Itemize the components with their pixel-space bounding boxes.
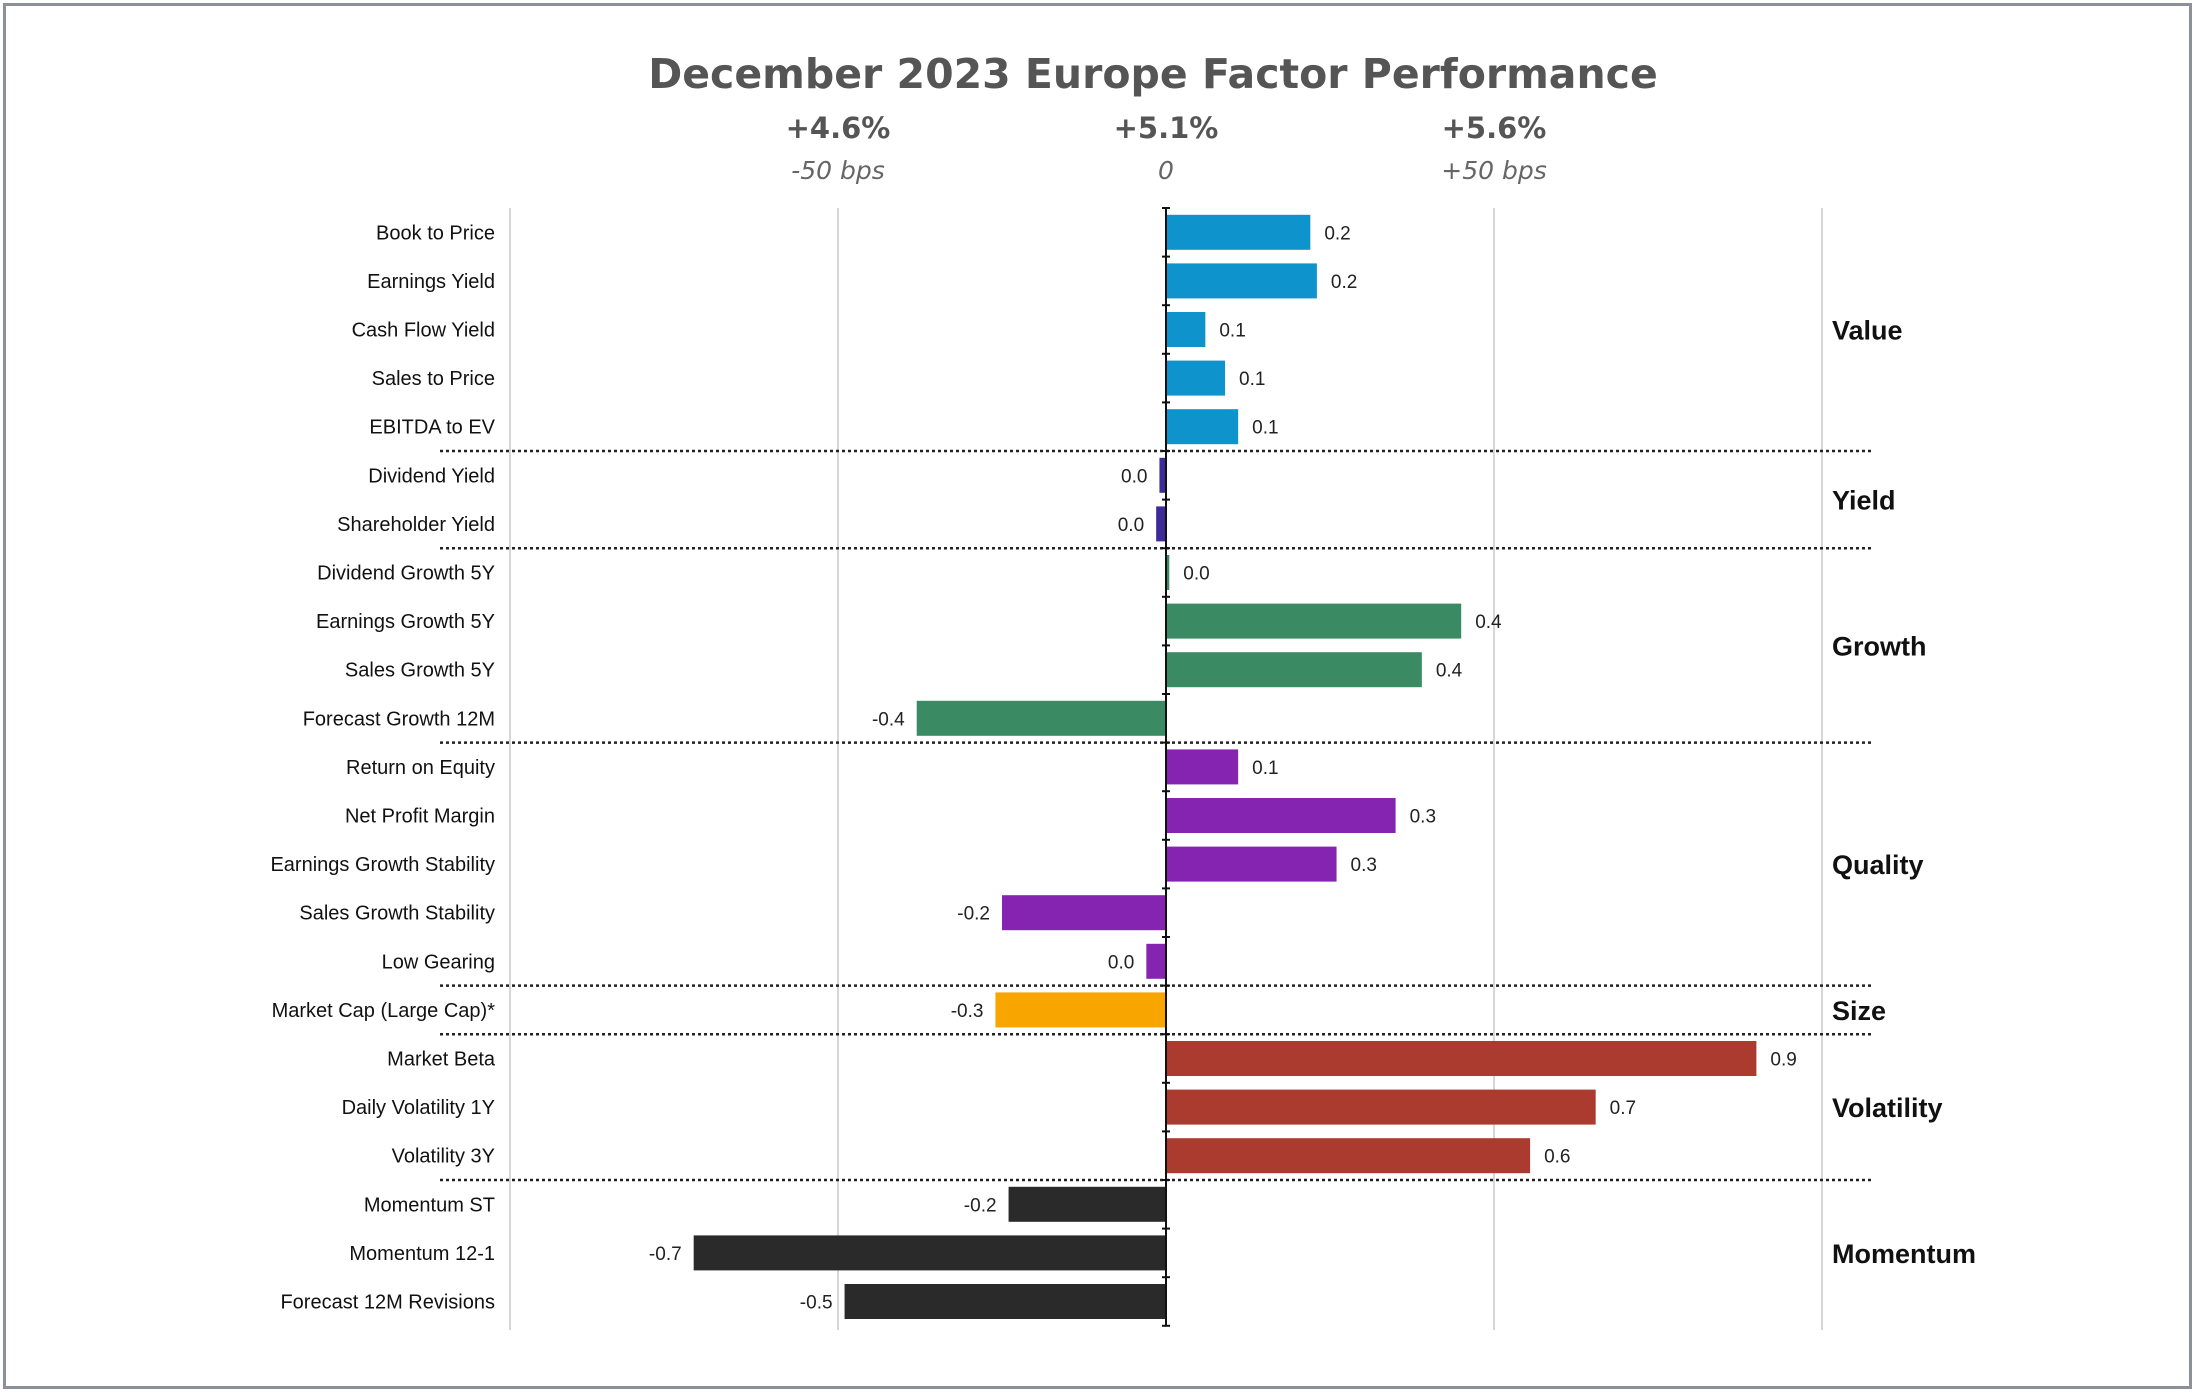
bar	[1166, 409, 1239, 445]
value-label: 0.3	[1351, 855, 1377, 876]
value-label: 0.4	[1436, 661, 1463, 682]
value-label: -0.7	[649, 1244, 682, 1265]
category-label: Sales to Price	[372, 368, 495, 390]
value-label: 0.0	[1108, 952, 1134, 973]
category-label: Shareholder Yield	[337, 514, 495, 536]
x-reference-pct-label: +4.6%	[786, 111, 891, 145]
value-label: 0.0	[1121, 466, 1147, 487]
value-label: 0.6	[1544, 1147, 1570, 1168]
category-label: Book to Price	[376, 222, 495, 244]
zero-axis	[1162, 207, 1170, 1327]
bars-layer	[693, 207, 1757, 1327]
value-label: 0.1	[1219, 321, 1245, 342]
bar	[693, 1235, 1166, 1271]
category-label: Forecast 12M Revisions	[280, 1292, 495, 1314]
category-label: Volatility 3Y	[392, 1146, 495, 1168]
category-label: Net Profit Margin	[345, 806, 495, 828]
category-label: Forecast Growth 12M	[303, 708, 495, 730]
x-reference-bps-label: +50 bps	[1441, 156, 1546, 185]
bar	[995, 992, 1166, 1028]
category-label: Dividend Growth 5Y	[317, 563, 495, 585]
bar	[1166, 1089, 1596, 1125]
value-label: 0.0	[1183, 564, 1209, 585]
bar	[1146, 943, 1166, 979]
bar	[1166, 798, 1396, 833]
bar	[1166, 312, 1206, 347]
group-label: Value	[1832, 316, 1903, 346]
x-reference-bps-label: -50 bps	[791, 156, 885, 185]
value-label: -0.5	[800, 1293, 833, 1314]
bar	[1166, 555, 1170, 590]
value-label: 0.9	[1770, 1050, 1796, 1071]
chart-frame	[3, 3, 2192, 1389]
x-reference-pct-label: +5.1%	[1114, 111, 1219, 145]
value-label: 0.0	[1118, 515, 1144, 536]
value-label: -0.2	[964, 1195, 997, 1216]
grid-layer	[440, 208, 1872, 1330]
category-label: Market Cap (Large Cap)*	[272, 1000, 496, 1022]
x-reference-pct-label: +5.6%	[1442, 111, 1547, 145]
bar	[1166, 263, 1317, 299]
group-label: Quality	[1832, 850, 1924, 880]
value-label: -0.3	[951, 1001, 984, 1022]
bar	[1166, 1041, 1757, 1076]
group-label: Growth	[1832, 631, 1927, 661]
category-label: Market Beta	[387, 1049, 496, 1071]
category-label: Cash Flow Yield	[352, 320, 495, 342]
group-labels: Value Yield Growth Quality Size Volatility Mom…	[1832, 316, 1976, 1269]
chart-title: December 2023 Europe Factor Performance	[648, 50, 1658, 98]
bar	[1156, 506, 1166, 542]
category-label: Low Gearing	[382, 951, 495, 973]
value-label: 0.2	[1331, 272, 1357, 293]
bar	[1166, 360, 1226, 396]
x-reference-labels: +4.6% -50 bps +5.1% 0 +5.6% +50 bps	[786, 111, 1547, 185]
group-label: Volatility	[1832, 1093, 1943, 1123]
category-label: Momentum 12-1	[349, 1243, 495, 1265]
category-label: Dividend Yield	[368, 465, 495, 487]
category-label: EBITDA to EV	[369, 417, 495, 439]
category-label: Earnings Yield	[367, 271, 495, 293]
category-label: Earnings Growth 5Y	[316, 611, 495, 633]
bar	[1166, 1138, 1531, 1174]
value-label: 0.4	[1475, 612, 1502, 633]
bar	[1166, 603, 1462, 639]
x-reference-bps-label: 0	[1158, 156, 1174, 185]
bar	[1166, 846, 1337, 882]
group-label: Momentum	[1832, 1239, 1976, 1269]
value-label: 0.1	[1252, 418, 1278, 439]
value-label: 0.1	[1252, 758, 1278, 779]
category-label: Sales Growth 5Y	[345, 660, 495, 682]
value-label: 0.7	[1610, 1098, 1636, 1119]
category-label: Daily Volatility 1Y	[342, 1097, 495, 1119]
category-label: Sales Growth Stability	[299, 903, 495, 925]
value-label: 0.2	[1324, 223, 1350, 244]
group-label: Size	[1832, 996, 1886, 1026]
category-label: Earnings Growth Stability	[270, 854, 495, 876]
category-labels: Book to Price Earnings Yield Cash Flow Yie…	[270, 222, 495, 1313]
bar	[1002, 895, 1166, 931]
bar	[844, 1284, 1166, 1319]
bar	[1008, 1186, 1166, 1222]
category-label: Momentum ST	[364, 1194, 495, 1216]
bar	[916, 700, 1166, 736]
bar	[1166, 749, 1239, 785]
value-label: -0.4	[872, 709, 905, 730]
bar	[1159, 457, 1166, 493]
value-label: -0.2	[957, 904, 990, 925]
bar	[1166, 214, 1311, 250]
category-label: Return on Equity	[346, 757, 495, 779]
bar	[1166, 652, 1422, 688]
value-label: 0.3	[1410, 807, 1436, 828]
value-label: 0.1	[1239, 369, 1265, 390]
value-labels: 0.2 0.2 0.1 0.1 0.1 0.0 0.0 0.0 0.4 0.4 -0.4 0.1 0.3…	[649, 223, 1797, 1313]
group-label: Yield	[1832, 486, 1896, 516]
